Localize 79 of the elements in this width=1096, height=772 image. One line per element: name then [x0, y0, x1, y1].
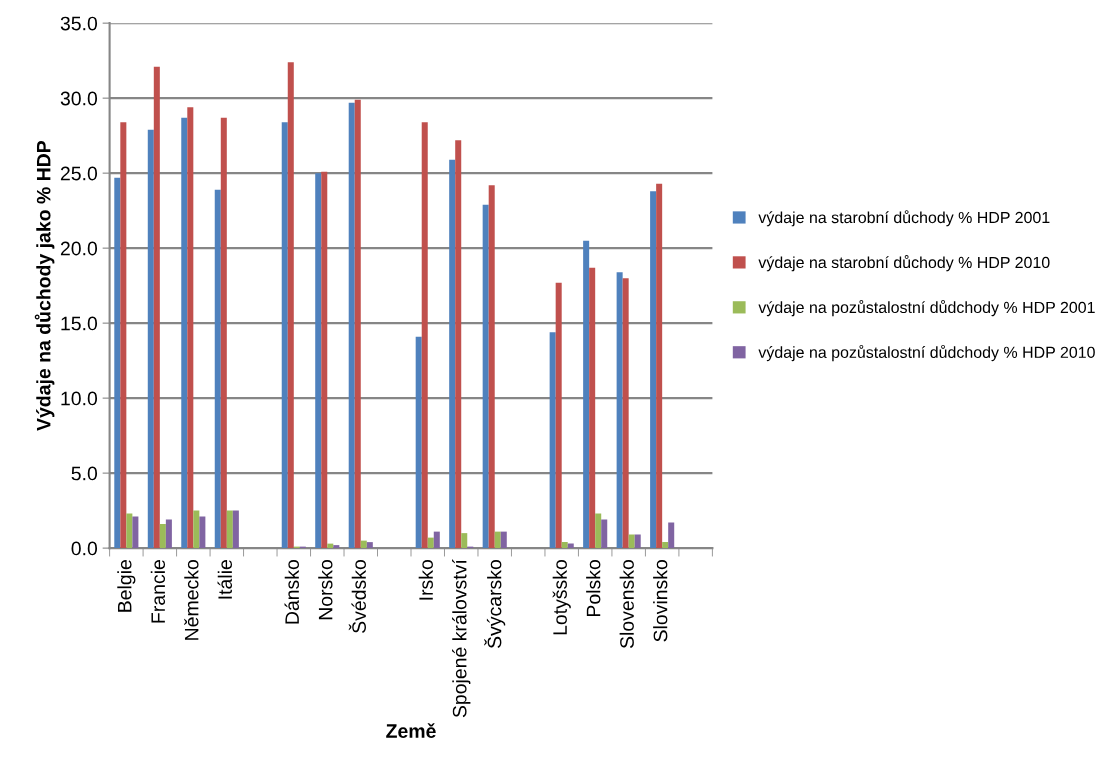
x-tick-label: Lotyšsko: [552, 560, 571, 635]
bar: [360, 540, 367, 549]
x-tick-label: Švédsko: [348, 560, 366, 633]
bar: [321, 171, 328, 549]
bar: [181, 117, 188, 549]
bar: [159, 524, 166, 549]
bar: [427, 537, 434, 549]
bar: [187, 107, 194, 549]
y-tick-label: 30.0: [60, 91, 98, 106]
y-tick-label: 10.0: [61, 391, 98, 406]
bar: [421, 122, 428, 549]
y-tick-label: 25.0: [60, 166, 98, 181]
bar: [232, 510, 239, 549]
bar: [415, 336, 422, 549]
bar: [287, 62, 294, 549]
bar: [315, 173, 322, 549]
bar: [147, 129, 154, 549]
bar: [595, 513, 602, 549]
bar: [433, 531, 440, 549]
x-tick-label: Irsko: [418, 560, 433, 600]
x-axis-title: Země: [386, 723, 436, 738]
x-tick-label: Belgie: [117, 560, 136, 612]
x-tick-label: Francie: [150, 560, 166, 623]
bar: [126, 513, 133, 549]
y-tick-label: 15.0: [61, 316, 98, 331]
x-tick-label: Norsko: [318, 560, 333, 620]
bar: [114, 177, 121, 549]
bar: [281, 122, 288, 549]
bar: [583, 240, 590, 549]
legend-label: výdaje na starobní důchody % HDP 2010: [758, 255, 1050, 272]
bar: [165, 519, 172, 549]
y-axis-title: Výdaje na důchody jako % HDP: [34, 140, 55, 431]
bar: [634, 534, 641, 549]
y-tick-label: 0.0: [71, 541, 98, 556]
x-tick-label: Itálie: [217, 560, 233, 599]
bar: [366, 542, 373, 549]
legend-label: výdaje na starobní důchody % HDP 2001: [758, 210, 1050, 227]
bar: [348, 102, 355, 549]
x-tick-label: Polsko: [586, 560, 601, 616]
bar: [561, 542, 568, 549]
bar: [193, 510, 200, 549]
bar: [662, 542, 669, 549]
bar: [220, 117, 227, 549]
bar: [449, 159, 456, 549]
bar: [132, 516, 139, 549]
x-tick-label: Švýcarsko: [484, 560, 506, 649]
bar: [482, 204, 489, 549]
bar: [616, 272, 623, 549]
y-tick-label: 20.0: [60, 241, 98, 256]
bar: [214, 189, 221, 549]
bar: [549, 332, 556, 549]
bar: [622, 278, 629, 549]
bar: [455, 140, 462, 549]
bar: [668, 522, 675, 549]
bar: [589, 267, 596, 549]
x-tick-label: Německo: [184, 560, 199, 640]
x-tick-label: Spojené království: [452, 559, 471, 718]
bar: [555, 282, 562, 549]
bar: [153, 66, 160, 549]
bar: [494, 531, 501, 549]
x-tick-label: Slovensko: [619, 560, 634, 649]
bar: [500, 531, 507, 549]
y-tick-label: 35.0: [60, 16, 98, 31]
bar: [199, 516, 206, 549]
bar: [461, 533, 468, 549]
x-tick-label: Slovinsko: [653, 560, 668, 642]
bar: [628, 534, 635, 549]
bar: [226, 510, 233, 549]
bar: [354, 99, 361, 549]
bar: [656, 183, 663, 549]
y-tick-label: 5.0: [71, 466, 98, 481]
bar: [333, 545, 340, 549]
legend-label: výdaje na pozůstalostní důdchody % HDP 2010: [758, 344, 1095, 362]
bar: [120, 122, 127, 549]
bar: [650, 191, 657, 549]
bar: [488, 185, 495, 549]
x-tick-label: Dánsko: [284, 560, 300, 624]
legend-label: výdaje na pozůstalostní důdchody % HDP 2001: [758, 300, 1095, 317]
bar: [601, 519, 608, 549]
